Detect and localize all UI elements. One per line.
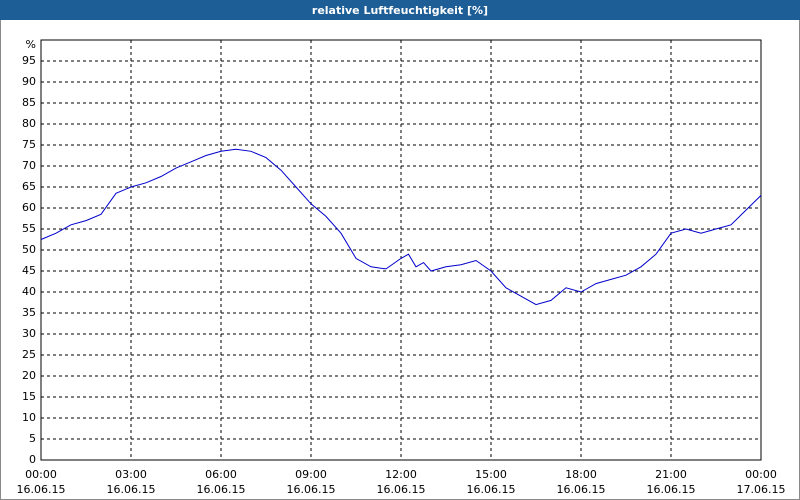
x-tick-label: 21:00 — [655, 468, 687, 481]
y-tick-label: 65 — [22, 180, 36, 193]
x-tick-label: 18:00 — [565, 468, 597, 481]
x-tick-date: 17.06.15 — [737, 483, 786, 496]
y-tick-label: 80 — [22, 117, 36, 130]
y-tick-label: 50 — [22, 243, 36, 256]
y-tick-label: 15 — [22, 390, 36, 403]
y-tick-label: 25 — [22, 348, 36, 361]
y-tick-label: 45 — [22, 264, 36, 277]
x-tick-label: 06:00 — [205, 468, 237, 481]
y-tick-label: 5 — [29, 432, 36, 445]
x-tick-date: 16.06.15 — [467, 483, 516, 496]
y-tick-label: 20 — [22, 369, 36, 382]
x-tick-date: 16.06.15 — [107, 483, 156, 496]
x-tick-date: 16.06.15 — [17, 483, 66, 496]
y-tick-label: 95 — [22, 54, 36, 67]
x-tick-label: 09:00 — [295, 468, 327, 481]
y-tick-label: 10 — [22, 411, 36, 424]
y-tick-label: 35 — [22, 306, 36, 319]
x-tick-label: 12:00 — [385, 468, 417, 481]
x-tick-date: 16.06.15 — [377, 483, 426, 496]
chart-title: relative Luftfeuchtigkeit [%] — [312, 4, 488, 17]
title-bar — [0, 0, 800, 20]
y-tick-label: 90 — [22, 75, 36, 88]
x-tick-date: 16.06.15 — [287, 483, 336, 496]
x-tick-date: 16.06.15 — [647, 483, 696, 496]
y-tick-label: 55 — [22, 222, 36, 235]
y-tick-label: 30 — [22, 327, 36, 340]
y-tick-label: % — [26, 38, 36, 51]
y-tick-label: 0 — [29, 453, 36, 466]
data-line — [40, 148, 762, 306]
x-tick-label: 15:00 — [475, 468, 507, 481]
x-tick-date: 16.06.15 — [197, 483, 246, 496]
y-tick-label: 60 — [22, 201, 36, 214]
x-tick-label: 03:00 — [115, 468, 147, 481]
y-tick-label: 75 — [22, 138, 36, 151]
y-tick-label: 40 — [22, 285, 36, 298]
x-tick-label: 00:00 — [25, 468, 57, 481]
x-tick-date: 16.06.15 — [557, 483, 606, 496]
y-tick-label: 70 — [22, 159, 36, 172]
x-tick-label: 00:00 — [745, 468, 777, 481]
y-tick-label: 85 — [22, 96, 36, 109]
plot-border — [40, 39, 762, 461]
